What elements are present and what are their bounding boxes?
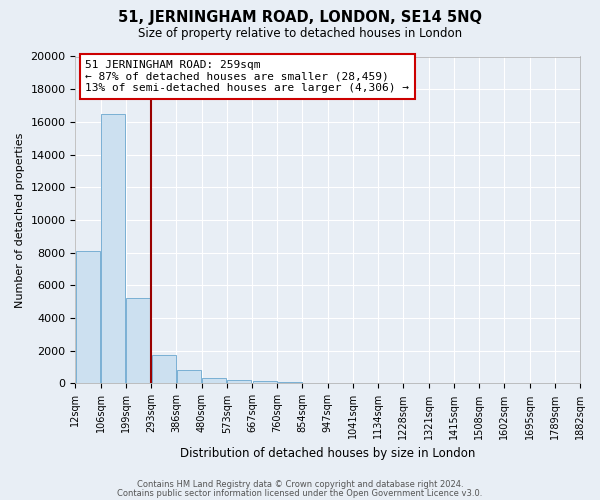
Bar bbox=[76, 251, 100, 384]
Text: Contains public sector information licensed under the Open Government Licence v3: Contains public sector information licen… bbox=[118, 488, 482, 498]
Text: Contains HM Land Registry data © Crown copyright and database right 2024.: Contains HM Land Registry data © Crown c… bbox=[137, 480, 463, 489]
X-axis label: Distribution of detached houses by size in London: Distribution of detached houses by size … bbox=[180, 447, 475, 460]
Bar bbox=[303, 382, 327, 384]
Bar bbox=[152, 355, 176, 384]
Bar bbox=[227, 380, 251, 384]
Bar bbox=[101, 114, 125, 384]
Bar bbox=[177, 370, 201, 384]
Bar bbox=[253, 381, 277, 384]
Bar bbox=[278, 382, 302, 384]
Text: Size of property relative to detached houses in London: Size of property relative to detached ho… bbox=[138, 28, 462, 40]
Text: 51 JERNINGHAM ROAD: 259sqm
← 87% of detached houses are smaller (28,459)
13% of : 51 JERNINGHAM ROAD: 259sqm ← 87% of deta… bbox=[85, 60, 409, 93]
Bar bbox=[127, 298, 151, 384]
Bar bbox=[202, 378, 226, 384]
Y-axis label: Number of detached properties: Number of detached properties bbox=[15, 132, 25, 308]
Text: 51, JERNINGHAM ROAD, LONDON, SE14 5NQ: 51, JERNINGHAM ROAD, LONDON, SE14 5NQ bbox=[118, 10, 482, 25]
